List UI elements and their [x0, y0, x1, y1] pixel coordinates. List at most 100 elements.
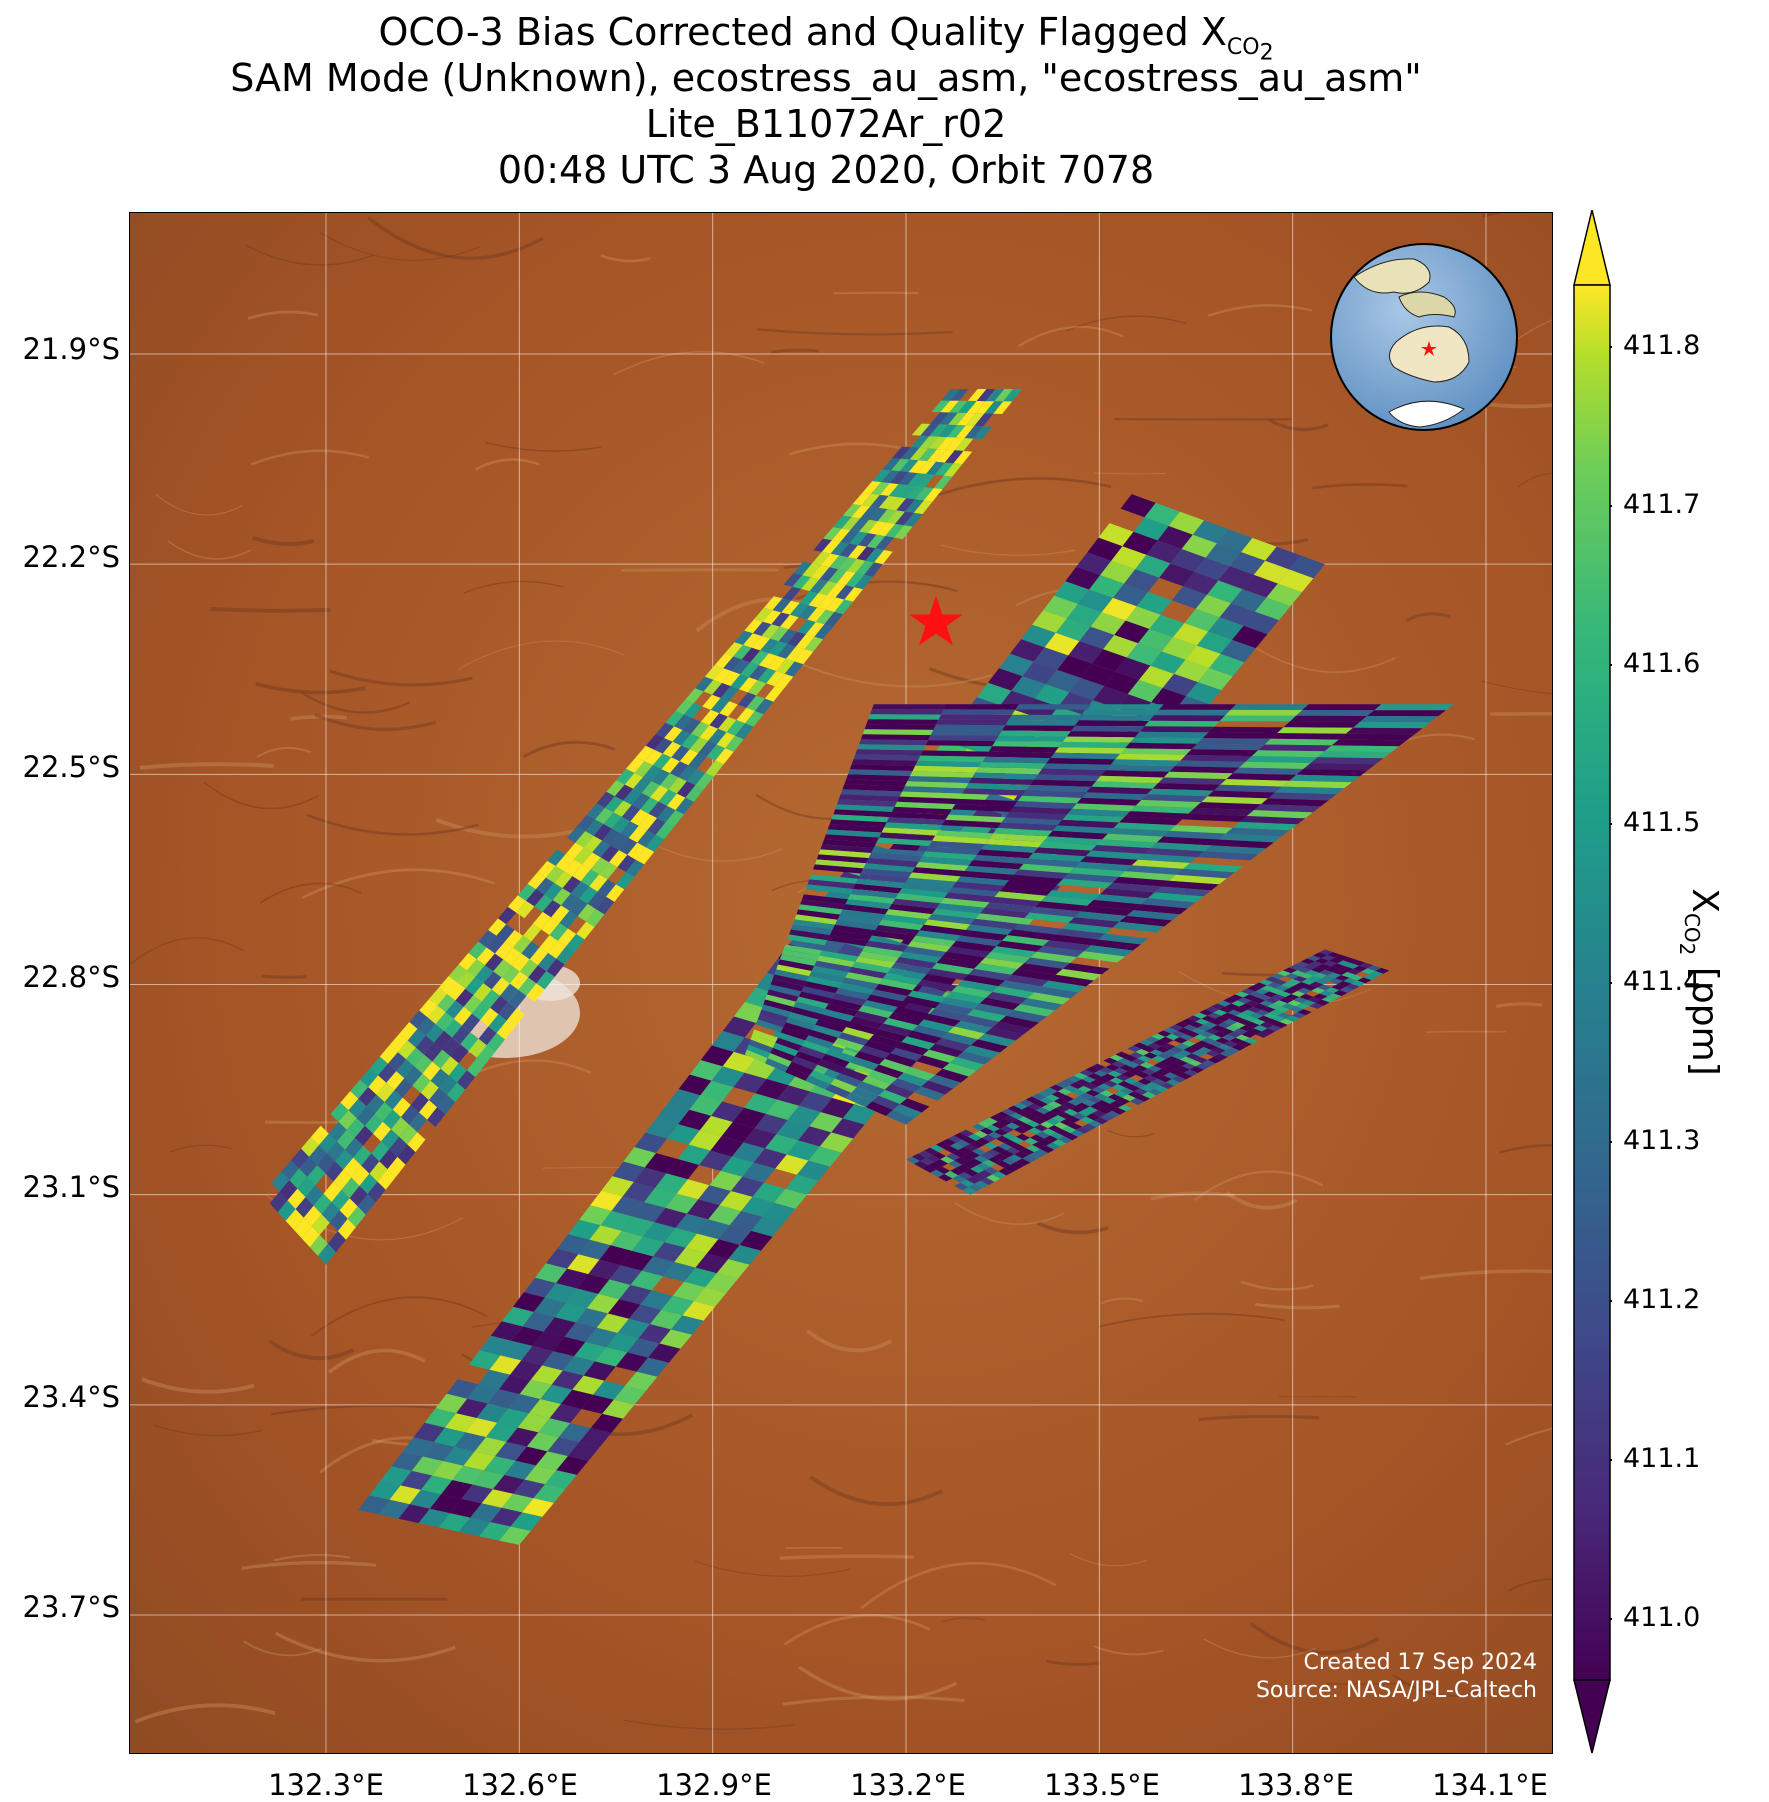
- xco2-cell: [1311, 757, 1384, 764]
- terrain-ridge: [780, 1556, 914, 1558]
- xco2-cell: [1130, 737, 1203, 743]
- xco2-cell: [1252, 750, 1325, 757]
- xco2-cell: [941, 709, 1015, 714]
- xco2-cell: [1203, 732, 1277, 738]
- lat-tick: 23.7°S: [0, 1592, 120, 1622]
- colorbar-tick: 411.7: [1623, 491, 1700, 519]
- chart-title-line3: Lite_B11072Ar_r02: [0, 102, 1652, 146]
- xco2-cell: [1339, 734, 1415, 741]
- xco2-cell: [1271, 733, 1346, 740]
- lat-tick: 23.1°S: [0, 1172, 120, 1202]
- xco2-cell: [1277, 727, 1353, 733]
- lat-tick: 22.8°S: [0, 962, 120, 992]
- lon-tick: 132.3°E: [226, 1770, 426, 1800]
- lat-tick: 22.2°S: [0, 542, 120, 572]
- xco2-cell: [1063, 737, 1135, 743]
- xco2-cell: [1015, 704, 1091, 709]
- xco2-cell: [1360, 716, 1438, 722]
- xco2-cell: [1144, 721, 1219, 727]
- xco2-cell: [1009, 715, 1083, 721]
- map-panel[interactable]: [129, 212, 1553, 1754]
- xco2-cell: [1154, 710, 1231, 716]
- xco2-cell: [944, 704, 1019, 709]
- lon-tick: 133.2°E: [808, 1770, 1008, 1800]
- xco2-cell: [1075, 720, 1149, 726]
- terrain-ridge: [1426, 1032, 1506, 1033]
- lat-tick: 21.9°S: [0, 334, 120, 364]
- xco2-cell: [926, 740, 996, 746]
- xco2-cell: [1083, 710, 1159, 716]
- xco2-cell: [1186, 749, 1258, 756]
- xco2-cell: [928, 735, 999, 741]
- source-credit: Source: NASA/JPL-Caltech: [1256, 1678, 1537, 1704]
- xco2-cell: [872, 704, 946, 709]
- xco2-cell: [1258, 745, 1332, 752]
- colorbar-body: [1574, 285, 1610, 1680]
- xco2-cell: [1231, 704, 1309, 710]
- xco2-cell: [936, 720, 1009, 726]
- xco2-cell: [1192, 744, 1265, 751]
- xco2-cell: [1284, 722, 1361, 728]
- xco2-cell: [999, 731, 1071, 737]
- xco2-cell: [1290, 716, 1367, 722]
- xco2-cell: [1346, 728, 1423, 735]
- xco2-cell: [933, 725, 1005, 731]
- lon-tick: 132.9°E: [614, 1770, 814, 1800]
- xco2-cell: [1120, 748, 1191, 755]
- xco2-cell: [1079, 715, 1154, 721]
- xco2-cell: [1071, 726, 1145, 732]
- xco2-cell: [1208, 727, 1283, 733]
- xco2-cell: [870, 709, 944, 714]
- lon-tick: 133.5°E: [1002, 1770, 1202, 1800]
- xco2-cell: [1367, 710, 1446, 716]
- xco2-cell: [931, 730, 1002, 736]
- colorbar-tick: 411.0: [1623, 1604, 1700, 1632]
- xco2-cell: [1087, 704, 1164, 710]
- xco2-cell: [1140, 726, 1214, 732]
- xco2-cell: [863, 729, 934, 735]
- xco2-cell: [861, 734, 931, 740]
- colorbar-label: XCO2 [ppm]: [1675, 888, 1725, 1075]
- xco2-cell: [992, 741, 1063, 747]
- xco2-cell: [1149, 715, 1225, 721]
- xco2-cell: [865, 724, 936, 730]
- xco2-cell: [1220, 716, 1297, 722]
- xco2-cell: [859, 739, 928, 745]
- xco2-cell: [1197, 738, 1271, 745]
- xco2-cell: [1181, 755, 1252, 762]
- colorbar-tick: 411.6: [1623, 650, 1700, 678]
- lon-tick: 132.6°E: [420, 1770, 620, 1800]
- xco2-cell: [1135, 732, 1209, 738]
- colorbar-tick: 411.3: [1623, 1127, 1700, 1155]
- xco2-cell: [1067, 731, 1140, 737]
- xco2-cell: [1005, 720, 1079, 726]
- colorbar: [1572, 210, 1612, 1755]
- xco2-cell: [1059, 742, 1130, 748]
- xco2-cell: [1302, 704, 1381, 710]
- xco2-cell: [1055, 747, 1126, 754]
- colorbar-extend-max: [1574, 210, 1610, 285]
- xco2-cell: [1353, 722, 1430, 728]
- xco2-cell: [868, 714, 941, 719]
- lon-tick: 133.8°E: [1196, 1770, 1396, 1800]
- xco2-cell: [1002, 725, 1075, 731]
- xco2-cell: [1265, 739, 1339, 746]
- colorbar-tick: 411.5: [1623, 809, 1700, 837]
- xco2-cell: [1159, 704, 1236, 710]
- terrain-ridge: [621, 570, 778, 571]
- xco2-cell: [1125, 743, 1197, 750]
- xco2-cell: [1296, 710, 1374, 716]
- lat-tick: 22.5°S: [0, 752, 120, 782]
- lon-tick: 134.1°E: [1390, 1770, 1590, 1800]
- xco2-cell: [939, 715, 1013, 721]
- chart-title-line4: 00:48 UTC 3 Aug 2020, Orbit 7078: [0, 148, 1652, 192]
- xco2-cell: [1318, 751, 1392, 758]
- xco2-cell: [989, 746, 1059, 752]
- lat-tick: 23.4°S: [0, 1382, 120, 1412]
- xco2-cell: [1325, 745, 1399, 752]
- colorbar-tick: 411.2: [1623, 1286, 1700, 1314]
- colorbar-tick: 411.8: [1623, 332, 1700, 360]
- xco2-cell: [1332, 740, 1407, 747]
- terrain-ridge: [211, 609, 330, 611]
- terrain-ridge: [262, 976, 307, 977]
